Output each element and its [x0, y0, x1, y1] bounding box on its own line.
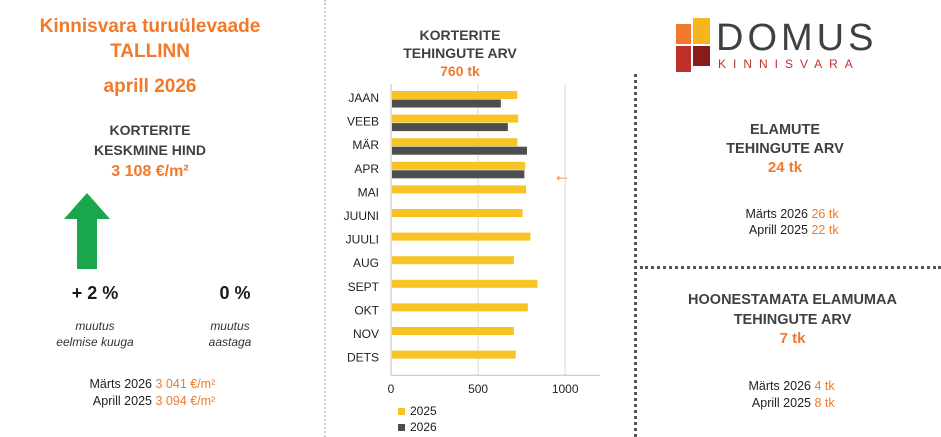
houses-compare-row: Märts 2026 26 tk — [690, 206, 839, 223]
bar-2026 — [392, 146, 527, 155]
change-year-caption-line1: muutus — [210, 319, 250, 333]
category-label: AUG — [353, 256, 379, 270]
houses-compare-label: Aprill 2025 — [748, 223, 808, 237]
bar-2026 — [392, 99, 501, 108]
houses-compare-value: 22 tk — [811, 223, 839, 237]
legend-swatch-2026 — [398, 423, 405, 431]
bar-2025 — [392, 327, 514, 335]
change-year-value: 0 % — [219, 283, 251, 303]
up-arrow-icon — [64, 193, 110, 274]
bar-2025 — [392, 138, 518, 147]
category-label: MAI — [358, 185, 379, 199]
bar-2025 — [392, 91, 518, 99]
legend-label-2026: 2026 — [410, 420, 437, 434]
category-label: JUULI — [346, 233, 379, 247]
price-label-line1: KORTERITE — [109, 122, 191, 138]
change-year-caption: muutus aastaga — [160, 318, 300, 350]
chart-title-line2: TEHINGUTE ARV — [403, 45, 517, 61]
change-month-caption-line2: eelmise kuuga — [56, 335, 134, 349]
domus-logo-icon — [676, 18, 710, 72]
category-label: JUUNI — [344, 209, 379, 223]
category-label: MÄR — [352, 138, 379, 152]
bar-2025 — [392, 279, 538, 288]
divider-horizontal — [640, 266, 941, 269]
divider-left — [324, 0, 326, 437]
price-compare-row: Märts 2026 3 041 €/m² — [60, 376, 215, 393]
category-label: DETS — [347, 351, 379, 365]
price-compare-value: 3 094 €/m² — [155, 394, 216, 408]
bar-2026 — [392, 123, 508, 132]
domus-logo — [676, 18, 916, 72]
logo-word: DOMUS — [716, 17, 878, 59]
category-label: VEEB — [347, 115, 379, 129]
bar-2025 — [392, 232, 531, 241]
chart-legend: 2025 2026 — [398, 403, 437, 435]
price-label-line2: KESKMINE HIND — [93, 142, 206, 158]
land-compare-label: Aprill 2025 — [751, 396, 811, 410]
chart-title-line1: KORTERITE — [419, 27, 501, 43]
price-compare-row: Aprill 2025 3 094 €/m² — [60, 393, 215, 410]
report-city: TALLINN — [110, 41, 190, 62]
change-month-value: + 2 % — [71, 283, 119, 303]
report-title: Kinnisvara turuülevaade — [39, 16, 261, 37]
x-tick-label: 1000 — [552, 382, 579, 396]
houses-compare-value: 26 tk — [811, 207, 839, 221]
legend-swatch-2025 — [398, 407, 405, 415]
bar-2026 — [392, 170, 525, 179]
houses-value: 24 tk — [767, 159, 803, 176]
category-label: OKT — [354, 303, 379, 317]
houses-title-line1: ELAMUTE — [749, 122, 821, 138]
bar-2025 — [392, 161, 526, 170]
bar-2025 — [392, 185, 527, 194]
transactions-bar-chart: 0 500 1000 JAAN VEEB MÄR APR MAI JUUNI JUULI AUG SE… — [344, 84, 600, 396]
land-compare-row: Aprill 2025 8 tk — [690, 395, 835, 412]
land-title-line1: HOONESTAMATA ELAMUMAA — [688, 292, 897, 308]
current-month-marker: ← — [553, 165, 571, 185]
category-label: JAAN — [348, 91, 379, 105]
category-label: APR — [354, 162, 379, 176]
houses-compare-row: Aprill 2025 22 tk — [690, 222, 839, 239]
legend-item-2025: 2025 — [398, 403, 437, 419]
logo-subtitle: KINNISVARA — [718, 57, 860, 71]
price-compare-value: 3 041 €/m² — [155, 377, 216, 391]
houses-title-line2: TEHINGUTE ARV — [726, 141, 844, 157]
bar-2025 — [392, 114, 519, 123]
houses-compare-label: Märts 2026 — [745, 207, 808, 221]
price-compare-label: Aprill 2025 — [92, 394, 152, 408]
legend-label-2025: 2025 — [410, 404, 437, 418]
change-year-caption-line2: aastaga — [208, 335, 252, 349]
category-label: SEPT — [348, 280, 380, 294]
report-period: aprill 2026 — [103, 76, 197, 97]
price-compare-label: Märts 2026 — [89, 377, 152, 391]
divider-right — [634, 74, 637, 437]
change-month-caption-line1: muutus — [75, 319, 115, 333]
land-compare-row: Märts 2026 4 tk — [690, 378, 835, 395]
x-tick-label: 500 — [468, 382, 488, 396]
legend-item-2026: 2026 — [398, 419, 437, 435]
land-compare-value: 4 tk — [814, 379, 835, 393]
price-value: 3 108 €/m² — [111, 163, 189, 180]
x-tick-label: 0 — [388, 382, 395, 396]
category-label: NOV — [353, 327, 379, 341]
bar-2025 — [392, 303, 528, 312]
change-month-caption: muutus eelmise kuuga — [20, 318, 170, 350]
land-value: 7 tk — [779, 330, 806, 347]
land-compare-label: Märts 2026 — [748, 379, 811, 393]
chart-total-value: 760 tk — [440, 63, 480, 79]
land-title-line2: TEHINGUTE ARV — [733, 312, 852, 328]
land-compare-value: 8 tk — [814, 396, 835, 410]
bar-2025 — [392, 209, 523, 217]
bar-2025 — [392, 350, 516, 359]
bar-2025 — [392, 256, 514, 265]
